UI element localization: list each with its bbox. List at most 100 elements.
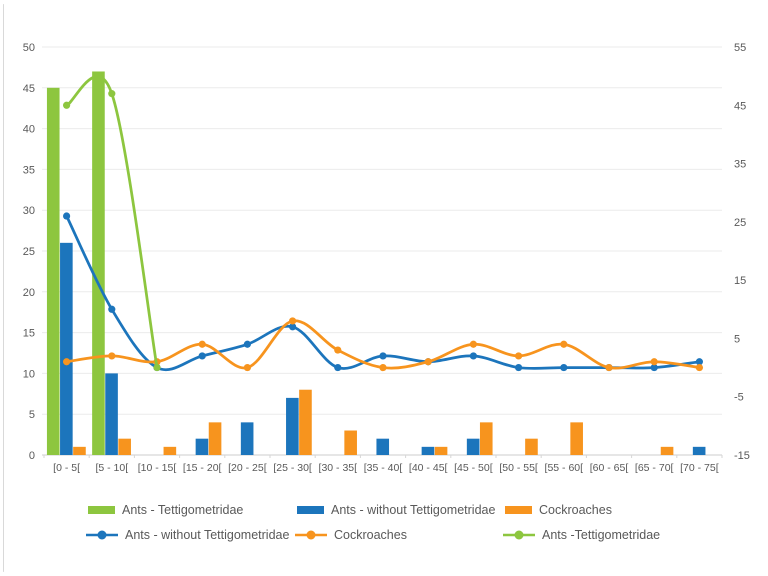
left-axis-tick-label: 10 (23, 368, 35, 380)
line-marker-ants-without-tettigometridae (560, 363, 568, 372)
line-marker-ants-without-tettigometridae (289, 323, 297, 331)
right-axis-tick-label: 15 (734, 275, 746, 287)
combo-chart: 0 5 10 15 20 25 30 35 40 45 50 55 45 35 25 15 5 -5 -15 [0 -… (23, 42, 750, 474)
line-marker-ants-without-tettigometridae (695, 358, 704, 366)
x-axis-category-label: [5 - 10[ (95, 462, 128, 474)
line-marker-ants-without-tettigometridae (379, 352, 387, 360)
legend-item-line-cockroaches: Cockroaches (295, 528, 407, 542)
left-axis-tick-label: 0 (29, 450, 35, 462)
bar-cockroaches (299, 389, 312, 455)
left-axis-tick-label: 30 (23, 205, 35, 217)
legend-item-bar-cockroaches: Cockroaches (505, 503, 612, 517)
line-series-cockroaches (63, 317, 704, 372)
legend-line-swatch-orange (295, 530, 327, 540)
right-axis-tick-label: 25 (734, 217, 746, 229)
line-marker-ants-without-tettigometridae (469, 352, 477, 360)
legend-label: Ants -Tettigometridae (542, 528, 661, 542)
left-axis-tick-label: 40 (23, 124, 35, 136)
x-axis-category-label: [35 - 40[ (364, 462, 403, 474)
x-axis-category-label: [25 - 30[ (273, 462, 312, 474)
line-marker-cockroaches (424, 358, 432, 366)
left-axis-tick-label: 15 (23, 328, 35, 340)
bar-cockroaches (344, 430, 357, 455)
x-axis-category-label: [70 - 75[ (680, 462, 719, 474)
line-marker-cockroaches (469, 340, 477, 348)
x-axis-category-label: [0 - 5[ (53, 462, 80, 474)
bar-ants-without-tettigometridae (60, 242, 73, 455)
x-axis-category-label: [15 - 20[ (183, 462, 222, 474)
right-axis-tick-label: -5 (734, 392, 744, 404)
bar-cockroaches (163, 446, 177, 455)
legend-label: Cockroaches (334, 528, 407, 542)
bar-ants-without-tettigometridae (105, 373, 118, 455)
line-path-ants-tettigometridae (65, 75, 159, 369)
bar-ants-without-tettigometridae (195, 438, 209, 455)
line-path-cockroaches (65, 319, 701, 370)
bar-cockroaches (73, 446, 86, 455)
left-axis-tick-label: 25 (23, 246, 35, 258)
line-marker-cockroaches (650, 358, 658, 366)
legend-item-line-ants-tettigometridae: Ants -Tettigometridae (503, 528, 660, 542)
legend-bar-swatch-blue (297, 506, 324, 514)
bar-cockroaches (525, 438, 538, 455)
bar-series-cockroaches (73, 389, 674, 455)
left-axis-tick-label: 20 (23, 287, 35, 299)
bar-ants-without-tettigometridae (240, 422, 254, 455)
right-axis-tick-label: 55 (734, 42, 746, 54)
line-marker-ants-tettigometridae (63, 101, 71, 109)
bar-ants-without-tettigometridae (692, 446, 706, 455)
legend-label: Ants - Tettigometridae (122, 503, 244, 517)
line-marker-cockroaches (63, 358, 71, 366)
legend-label: Cockroaches (539, 503, 612, 517)
legend-label: Ants - without Tettigometridae (125, 528, 290, 542)
bar-series-ants-tettigometridae (46, 71, 105, 456)
line-marker-ants-without-tettigometridae (198, 352, 206, 360)
x-axis-category-label: [45 - 50[ (454, 462, 493, 474)
line-marker-cockroaches (289, 317, 297, 325)
bar-cockroaches (570, 422, 583, 455)
legend-line-swatch-blue (86, 530, 118, 540)
legend-item-bar-ants-without-tettigometridae: Ants - without Tettigometridae (297, 503, 495, 517)
bar-ants-without-tettigometridae (421, 446, 435, 455)
bar-ants-tettigometridae (92, 71, 105, 455)
line-marker-ants-without-tettigometridae (650, 363, 658, 372)
x-axis-category-label: [30 - 35[ (319, 462, 358, 474)
legend-bar-swatch-orange (505, 506, 532, 514)
line-series-ants-tettigometridae (63, 75, 161, 372)
bar-cockroaches (118, 438, 131, 455)
bar-ants-tettigometridae (46, 87, 60, 456)
line-marker-cockroaches (243, 363, 251, 372)
bar-cockroaches (479, 422, 493, 455)
line-marker-ants-tettigometridae (153, 363, 161, 372)
bar-ants-without-tettigometridae (286, 397, 299, 455)
line-marker-ants-tettigometridae (108, 90, 116, 98)
legend-label: Ants - without Tettigometridae (331, 503, 496, 517)
left-axis-tick-label: 50 (23, 42, 35, 54)
bar-ants-without-tettigometridae (466, 438, 480, 455)
line-marker-ants-without-tettigometridae (243, 340, 251, 348)
left-axis-tick-label: 35 (23, 164, 35, 176)
line-marker-cockroaches (560, 340, 568, 348)
line-marker-cockroaches (605, 363, 613, 372)
legend-item-bar-ants-tettigometridae: Ants - Tettigometridae (88, 503, 243, 517)
x-axis-category-label: [40 - 45[ (409, 462, 448, 474)
window-left-border (3, 4, 4, 572)
line-marker-cockroaches (198, 340, 206, 348)
line-marker-cockroaches (108, 352, 116, 360)
bar-cockroaches (208, 422, 222, 455)
right-axis-tick-label: 5 (734, 333, 740, 345)
x-axis-category-label: [20 - 25[ (228, 462, 267, 474)
legend-bar-swatch-green (88, 506, 115, 514)
right-axis-tick-label: 35 (734, 159, 746, 171)
x-axis-category-label: [55 - 60[ (545, 462, 584, 474)
x-axis-category-label: [65 - 70[ (635, 462, 674, 474)
line-marker-ants-without-tettigometridae (334, 363, 342, 372)
line-marker-cockroaches (695, 363, 704, 372)
right-axis-tick-label: -15 (734, 450, 750, 462)
line-marker-cockroaches (515, 352, 523, 360)
x-axis-category-label: [50 - 55[ (499, 462, 538, 474)
x-axis-category-label: [10 - 15[ (138, 462, 177, 474)
line-marker-ants-without-tettigometridae (108, 305, 116, 313)
bar-cockroaches (434, 446, 448, 455)
line-marker-cockroaches (379, 363, 387, 372)
